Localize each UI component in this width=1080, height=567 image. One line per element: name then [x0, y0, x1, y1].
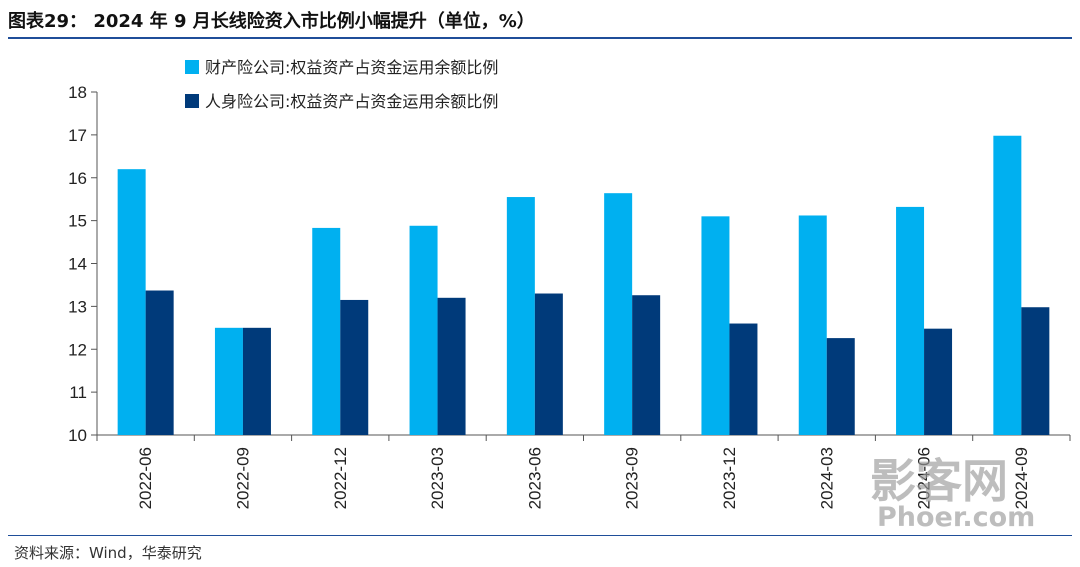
bar-series-1 — [312, 227, 341, 435]
legend-swatch — [185, 94, 199, 108]
bar-series-2 — [242, 327, 271, 435]
x-tick-label: 2024-09 — [1012, 447, 1031, 509]
y-tick-label: 15 — [68, 212, 87, 231]
bar-series-2 — [1021, 307, 1050, 435]
x-tick-label: 2024-03 — [817, 447, 836, 509]
bar-series-2 — [729, 323, 758, 435]
legend-swatch — [185, 60, 199, 74]
bar-series-2 — [340, 299, 369, 435]
source-note: 资料来源：Wind，华泰研究 — [14, 544, 202, 562]
bar-series-2 — [826, 338, 855, 435]
x-tick-label: 2024-06 — [915, 447, 934, 509]
bar-series-1 — [506, 197, 535, 435]
footer-divider — [8, 535, 1072, 536]
bar-series-1 — [993, 135, 1022, 436]
bar-series-1 — [701, 216, 730, 435]
bar-series-1 — [409, 225, 438, 435]
watermark-domain: Phoer.com — [877, 502, 1035, 533]
x-tick-label: 2022-06 — [136, 447, 155, 509]
bar-series-2 — [534, 293, 563, 435]
page-title: 图表29： 2024 年 9 月长线险资入市比例小幅提升（单位，%） — [8, 11, 535, 32]
bar-series-1 — [117, 169, 146, 436]
bar-series-2 — [924, 328, 953, 435]
x-tick-label: 2022-12 — [331, 447, 350, 509]
x-tick-label: 2023-09 — [623, 447, 642, 509]
watermark-text: 影客网 — [870, 454, 1008, 508]
y-tick-label: 11 — [69, 383, 87, 402]
y-tick-label: 13 — [68, 297, 87, 316]
x-tick-label: 2022-09 — [233, 447, 252, 509]
x-tick-label: 2023-06 — [525, 447, 544, 509]
y-tick-label: 17 — [68, 126, 87, 145]
x-tick-label: 2023-03 — [428, 447, 447, 509]
title-divider — [8, 37, 1072, 39]
bar-series-2 — [437, 297, 466, 435]
x-tick-label: 2023-12 — [720, 447, 739, 509]
y-tick-label: 16 — [68, 169, 87, 188]
bar-series-1 — [604, 193, 633, 435]
bar-series-2 — [632, 295, 661, 435]
y-tick-label: 10 — [68, 426, 87, 445]
legend-label: 人身险公司:权益资产占资金运用余额比例 — [205, 92, 498, 111]
y-tick-label: 18 — [68, 83, 87, 102]
legend-label: 财产险公司:权益资产占资金运用余额比例 — [205, 58, 498, 77]
y-tick-label: 12 — [68, 340, 87, 359]
bar-series-2 — [145, 290, 174, 435]
bar-series-1 — [214, 327, 243, 435]
y-tick-label: 14 — [68, 255, 87, 274]
bar-series-1 — [896, 206, 925, 435]
bar-series-1 — [798, 215, 827, 435]
